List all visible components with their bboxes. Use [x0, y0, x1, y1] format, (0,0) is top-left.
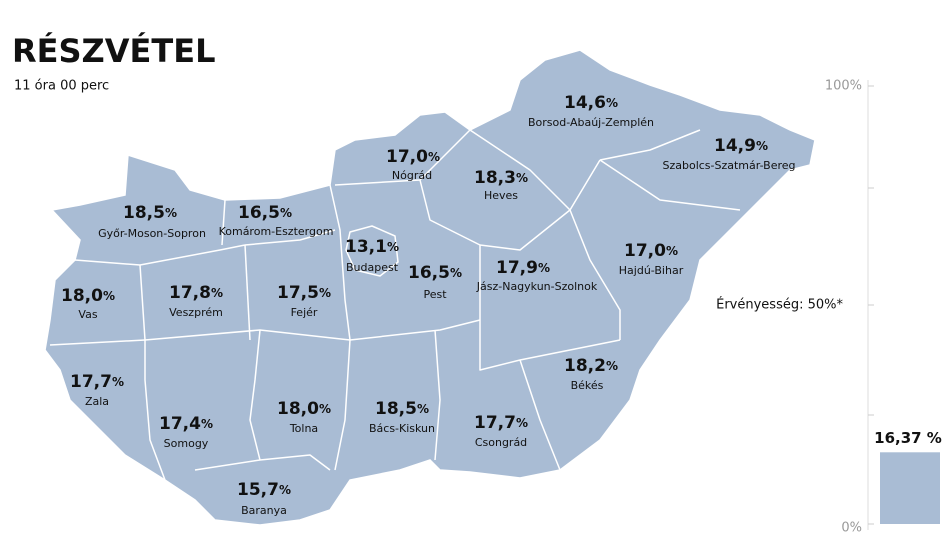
unit: %	[103, 289, 115, 303]
value: 18,2	[564, 356, 606, 376]
county-name: Nógrád	[392, 169, 432, 182]
gauge-bar	[880, 452, 940, 524]
unit: %	[756, 139, 768, 153]
title: RÉSZVÉTEL	[12, 32, 215, 70]
county-name: Bács-Kiskun	[369, 422, 435, 435]
county-name: Csongrád	[475, 436, 527, 449]
county-value: 18,0%	[61, 286, 115, 306]
value: 15,7	[237, 480, 279, 500]
value: 17,5	[277, 283, 319, 303]
county-name: Vas	[78, 308, 97, 321]
county-value: 15,7%	[237, 480, 291, 500]
value: 17,0	[624, 241, 666, 261]
value: 18,3	[474, 168, 516, 188]
county-value: 16,5%	[238, 203, 292, 223]
county-name: Győr-Moson-Sopron	[98, 227, 206, 240]
county-value: 17,4%	[159, 414, 213, 434]
value: 18,5	[375, 399, 417, 419]
county-name: Budapest	[346, 261, 399, 274]
gauge: 0% Érvényesség: 50%* 100% 16,37 %	[716, 79, 942, 536]
county-name: Borsod-Abaúj-Zemplén	[528, 116, 654, 129]
county-value: 17,0%	[386, 147, 440, 167]
gauge-value-label: 16,37 %	[874, 429, 942, 447]
value: 17,8	[169, 283, 211, 303]
county-value: 13,1%	[345, 237, 399, 257]
county-value: 18,0%	[277, 399, 331, 419]
county-value: 17,5%	[277, 283, 331, 303]
county-value: 16,5%	[408, 263, 462, 283]
county-value: 14,6%	[564, 93, 618, 113]
unit: %	[319, 286, 331, 300]
unit: %	[516, 416, 528, 430]
unit: %	[112, 375, 124, 389]
county-value: 17,8%	[169, 283, 223, 303]
county-name: Komárom-Esztergom	[219, 225, 334, 238]
unit: %	[606, 359, 618, 373]
county-name: Baranya	[241, 504, 287, 517]
county-name: Szabolcs-Szatmár-Bereg	[662, 159, 795, 172]
county-value: 17,0%	[624, 241, 678, 261]
value: 17,7	[474, 413, 516, 433]
unit: %	[666, 244, 678, 258]
county-value: 18,3%	[474, 168, 528, 188]
unit: %	[280, 206, 292, 220]
county-value: 18,5%	[123, 203, 177, 223]
tick-label: 0%	[841, 521, 862, 536]
unit: %	[165, 206, 177, 220]
value: 18,0	[61, 286, 103, 306]
value: 14,9	[714, 136, 756, 156]
unit: %	[538, 261, 550, 275]
unit: %	[516, 171, 528, 185]
county-name: Békés	[571, 379, 604, 392]
county-name: Fejér	[291, 306, 318, 319]
country-outline	[44, 49, 816, 526]
value: 17,0	[386, 147, 428, 167]
tick-label: 100%	[825, 79, 862, 94]
unit: %	[606, 96, 618, 110]
unit: %	[450, 266, 462, 280]
county-name: Heves	[484, 189, 518, 202]
value: 16,5	[408, 263, 450, 283]
county-name: Somogy	[164, 437, 209, 450]
unit: %	[279, 483, 291, 497]
value: 18,5	[123, 203, 165, 223]
county-name: Jász-Nagykun-Szolnok	[476, 280, 598, 293]
unit: %	[211, 286, 223, 300]
county-name: Zala	[85, 395, 109, 408]
value: 13,1	[345, 237, 387, 257]
county-value: 17,7%	[474, 413, 528, 433]
value: 17,7	[70, 372, 112, 392]
value: 18,0	[277, 399, 319, 419]
value: 14,6	[564, 93, 606, 113]
county-value: 18,5%	[375, 399, 429, 419]
unit: %	[428, 150, 440, 164]
value: 17,9	[496, 258, 538, 278]
county-name: Pest	[423, 288, 447, 301]
value: 17,4	[159, 414, 201, 434]
county-value: 18,2%	[564, 356, 618, 376]
unit: %	[201, 417, 213, 431]
county-borders	[49, 129, 741, 481]
value: 16,5	[238, 203, 280, 223]
county-value: 17,7%	[70, 372, 124, 392]
county-name: Veszprém	[169, 306, 223, 319]
tick-label: Érvényesség: 50%*	[716, 297, 843, 313]
county-name: Tolna	[289, 422, 318, 435]
map: 18,5% Győr-Moson-Sopron 16,5% Komárom-Eszte…	[44, 49, 816, 526]
unit: %	[387, 240, 399, 254]
subtitle: 11 óra 00 perc	[14, 79, 109, 94]
unit: %	[319, 402, 331, 416]
unit: %	[417, 402, 429, 416]
county-value: 14,9%	[714, 136, 768, 156]
county-value: 17,9%	[496, 258, 550, 278]
county-name: Hajdú-Bihar	[619, 264, 684, 277]
